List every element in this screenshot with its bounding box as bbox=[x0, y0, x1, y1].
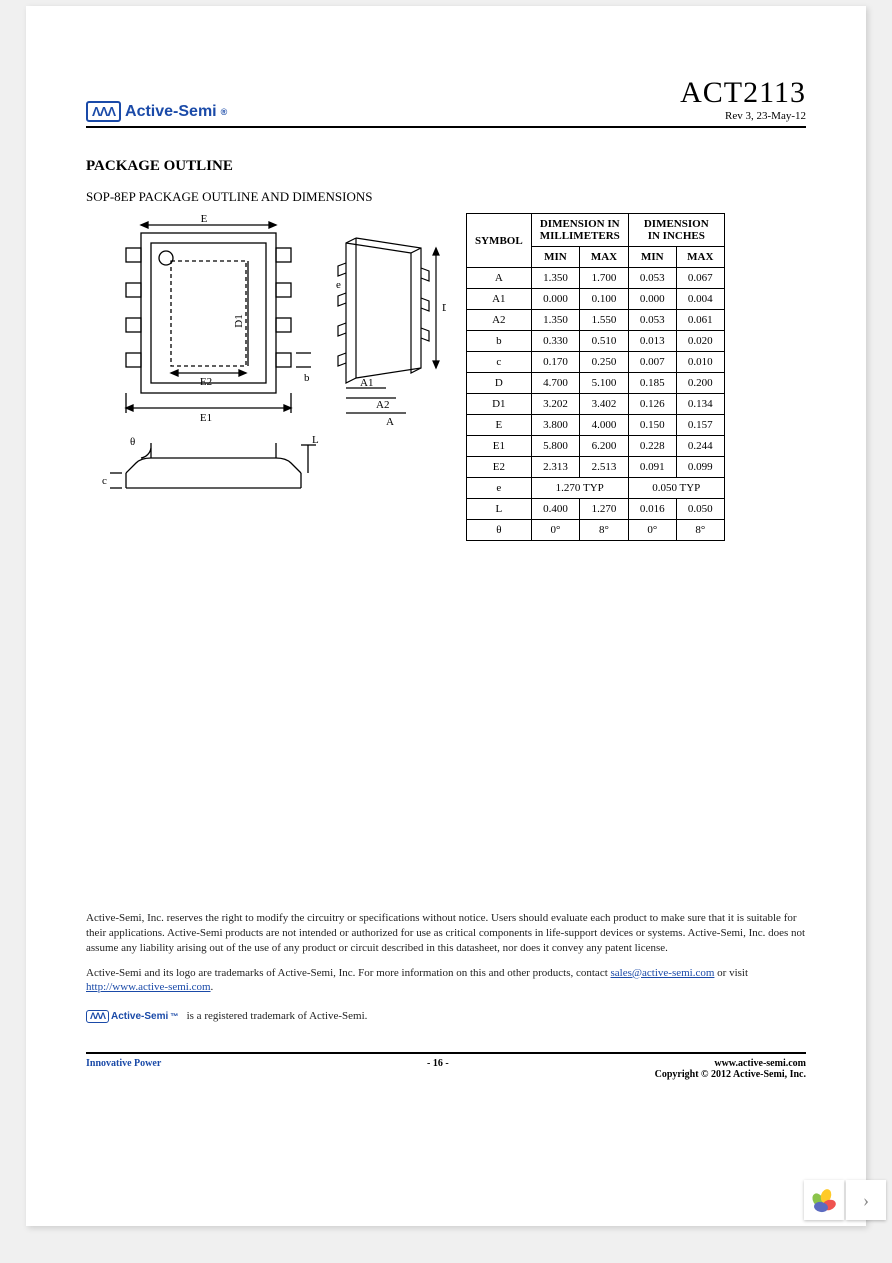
table-row: A21.3501.5500.0530.061 bbox=[467, 310, 725, 331]
logo-wave-icon: ΛΛΛ bbox=[86, 1010, 109, 1023]
table-row: E3.8004.0000.1500.157 bbox=[467, 415, 725, 436]
subsection-title: SOP-8EP PACKAGE OUTLINE AND DIMENSIONS bbox=[86, 189, 806, 205]
legal-paragraph: Active-Semi, Inc. reserves the right to … bbox=[86, 911, 806, 956]
page-footer: Innovative Power - 16 - www.active-semi.… bbox=[86, 1052, 806, 1080]
trademark-line: ΛΛΛ Active-Semi™ is a registered tradema… bbox=[86, 1009, 806, 1024]
legal-paragraph: Active-Semi and its logo are trademarks … bbox=[86, 966, 806, 996]
dimensions-table: SYMBOL DIMENSION IN MILLIMETERS DIMENSIO… bbox=[466, 213, 725, 541]
dim-label: E2 bbox=[200, 376, 212, 388]
chevron-right-icon: › bbox=[863, 1190, 869, 1211]
th-min: MIN bbox=[628, 247, 676, 268]
footer-url: www.active-semi.com bbox=[714, 1058, 806, 1069]
table-row: θ0°8°0°8° bbox=[467, 520, 725, 541]
legal-text: Active-Semi and its logo are trademarks … bbox=[86, 967, 611, 979]
table-row: L0.4001.2700.0160.050 bbox=[467, 499, 725, 520]
table-row: A1.3501.7000.0530.067 bbox=[467, 268, 725, 289]
th-max: MAX bbox=[676, 247, 724, 268]
title-block: ACT2113 Rev 3, 23-May-12 bbox=[680, 76, 806, 122]
dim-label: A2 bbox=[376, 399, 389, 411]
part-number: ACT2113 bbox=[680, 76, 806, 110]
dim-label: D bbox=[442, 302, 446, 314]
dim-label: L bbox=[312, 434, 319, 446]
dim-label: D1 bbox=[233, 314, 245, 327]
content-row: E bbox=[86, 213, 806, 541]
table-row: c0.1700.2500.0070.010 bbox=[467, 352, 725, 373]
table-row: A10.0000.1000.0000.004 bbox=[467, 289, 725, 310]
small-brand-logo: ΛΛΛ Active-Semi™ bbox=[86, 1010, 179, 1024]
logo-wave-icon: ΛΛΛ bbox=[86, 101, 121, 122]
table-row: E22.3132.5130.0910.099 bbox=[467, 457, 725, 478]
copyright: Copyright © 2012 Active-Semi, Inc. bbox=[86, 1069, 806, 1080]
dim-label: A bbox=[386, 416, 394, 428]
nav-widget: › bbox=[804, 1180, 886, 1220]
brand-name-small: Active-Semi bbox=[111, 1010, 168, 1024]
dim-label: e bbox=[336, 279, 341, 291]
petal-icon bbox=[813, 1189, 835, 1211]
th-max: MAX bbox=[580, 247, 629, 268]
legal-block: Active-Semi, Inc. reserves the right to … bbox=[86, 911, 806, 1024]
th-mm: DIMENSION IN MILLIMETERS bbox=[531, 214, 628, 247]
table-row: e1.270 TYP0.050 TYP bbox=[467, 478, 725, 499]
page-number: - 16 - bbox=[427, 1058, 449, 1069]
dim-label: c bbox=[102, 475, 107, 487]
website-link[interactable]: http://www.active-semi.com bbox=[86, 981, 211, 993]
dim-label: b bbox=[304, 372, 310, 384]
legal-text: or visit bbox=[717, 967, 748, 979]
th-symbol: SYMBOL bbox=[467, 214, 532, 268]
table-row: D4.7005.1000.1850.200 bbox=[467, 373, 725, 394]
table-row: D13.2023.4020.1260.134 bbox=[467, 394, 725, 415]
legal-text: . bbox=[211, 981, 214, 993]
section-title: PACKAGE OUTLINE bbox=[86, 158, 806, 175]
table-row: E15.8006.2000.2280.244 bbox=[467, 436, 725, 457]
dim-label: θ bbox=[130, 436, 135, 448]
next-page-button[interactable]: › bbox=[846, 1180, 886, 1220]
registered-mark: ® bbox=[221, 107, 228, 117]
th-min: MIN bbox=[531, 247, 580, 268]
datasheet-page: ΛΛΛ Active-Semi ® ACT2113 Rev 3, 23-May-1… bbox=[26, 6, 866, 1226]
dim-label: A1 bbox=[360, 377, 373, 389]
page-header: ΛΛΛ Active-Semi ® ACT2113 Rev 3, 23-May-1… bbox=[86, 76, 806, 128]
share-button[interactable] bbox=[804, 1180, 844, 1220]
brand-logo: ΛΛΛ Active-Semi ® bbox=[86, 101, 227, 122]
dim-label: E1 bbox=[200, 412, 212, 424]
package-diagram: E bbox=[86, 213, 446, 508]
th-in: DIMENSION IN INCHES bbox=[628, 214, 724, 247]
trademark-text: is a registered trademark of Active-Semi… bbox=[187, 1009, 368, 1024]
footer-tagline: Innovative Power bbox=[86, 1058, 161, 1069]
sales-email-link[interactable]: sales@active-semi.com bbox=[611, 967, 715, 979]
revision-text: Rev 3, 23-May-12 bbox=[680, 110, 806, 122]
brand-name: Active-Semi bbox=[125, 103, 217, 121]
dim-label: E bbox=[201, 213, 208, 225]
table-row: b0.3300.5100.0130.020 bbox=[467, 331, 725, 352]
